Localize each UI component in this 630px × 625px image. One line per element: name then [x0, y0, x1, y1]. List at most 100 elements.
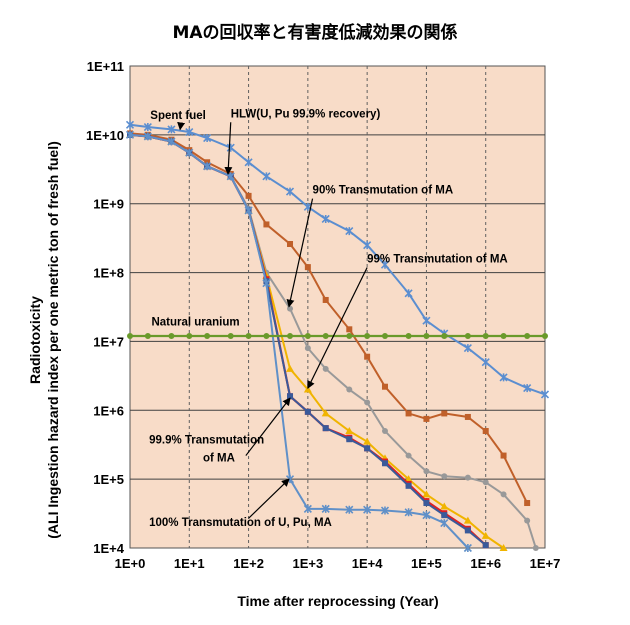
- annotation-full-100: 100% Transmutation of U, Pu, MA: [149, 517, 332, 529]
- annotation-ma-90: 90% Transmutation of MA: [313, 185, 454, 197]
- data-point: [345, 427, 354, 435]
- x-tick-label: 1E+7: [530, 556, 561, 571]
- y-tick-label: 1E+9: [93, 197, 124, 212]
- annotation-arrow-full-100: [248, 478, 290, 519]
- data-point: [203, 162, 212, 171]
- data-point: [500, 491, 507, 498]
- data-point: [321, 214, 330, 224]
- data-point: [286, 364, 295, 372]
- data-point: [185, 127, 194, 137]
- y-tick-label: 1E+11: [87, 59, 124, 74]
- data-point: [542, 332, 548, 339]
- y-axis-label-line1: Radiotoxicity: [27, 296, 43, 384]
- y-tick-label: 1E+8: [93, 266, 124, 281]
- data-point: [346, 386, 353, 393]
- series-layer: [125, 120, 550, 553]
- annotation-ma-999-l2: of MA: [203, 453, 235, 465]
- data-point: [423, 500, 430, 507]
- data-point: [364, 353, 371, 360]
- data-point: [499, 544, 508, 551]
- data-point: [481, 531, 490, 539]
- x-tick-label: 1E+4: [352, 556, 383, 571]
- data-point: [482, 332, 489, 339]
- data-point: [423, 468, 430, 475]
- annotations-layer: Spent fuel HLW(U, Pu 99.9% recovery) 90% T…: [149, 108, 508, 529]
- data-point: [346, 436, 353, 443]
- data-point: [127, 332, 133, 339]
- data-point: [481, 358, 490, 367]
- data-point: [244, 206, 253, 215]
- data-point: [524, 332, 531, 339]
- data-point: [144, 332, 151, 339]
- data-point: [303, 504, 312, 513]
- data-point: [380, 506, 390, 515]
- data-point: [322, 365, 329, 372]
- data-point: [245, 332, 252, 339]
- annotation-arrow-hlw: [224, 122, 233, 176]
- data-point: [463, 516, 472, 524]
- x-tick-label: 1E+6: [470, 556, 501, 571]
- data-point: [304, 264, 311, 271]
- data-point: [404, 289, 413, 298]
- data-point: [226, 143, 235, 152]
- data-point: [322, 296, 329, 303]
- annotation-ma-999-l1: 99.9% Transmutation: [149, 434, 264, 446]
- data-point: [185, 148, 194, 157]
- y-tick-label: 1E+4: [93, 541, 124, 556]
- y-tick-label: 1E+6: [93, 403, 124, 418]
- data-point: [167, 125, 176, 134]
- annotation-arrow-ma-999-l2: [245, 397, 291, 456]
- data-point: [303, 385, 312, 393]
- data-point: [441, 473, 448, 480]
- plot-area: [129, 65, 546, 549]
- data-point: [227, 332, 234, 339]
- x-tick-label: 1E+3: [292, 556, 323, 571]
- data-point: [500, 332, 507, 339]
- data-point: [422, 511, 431, 520]
- data-point: [287, 393, 294, 400]
- x-tick-label: 1E+0: [115, 556, 146, 571]
- data-point: [244, 158, 253, 167]
- data-point: [464, 474, 471, 481]
- y-axis-label-line2: (ALI Ingestion hazard index per one metr…: [45, 141, 61, 538]
- data-point: [405, 482, 412, 489]
- annotation-hlw: HLW(U, Pu 99.9% recovery): [231, 108, 381, 120]
- data-point: [524, 500, 531, 507]
- annotation-natural-uranium: Natural uranium: [151, 317, 239, 329]
- data-point: [499, 373, 508, 382]
- chart-title: MAの回収率と有害度低減効果の関係: [172, 22, 457, 43]
- data-point: [203, 133, 212, 143]
- data-point: [423, 332, 430, 339]
- y-tick-label: 1E+10: [86, 128, 124, 143]
- series-full-100: [125, 130, 472, 553]
- data-point: [346, 326, 353, 333]
- data-point: [321, 504, 330, 513]
- data-point: [523, 384, 532, 393]
- data-point: [441, 332, 448, 339]
- data-point: [464, 527, 471, 534]
- data-point: [363, 241, 372, 250]
- data-point: [125, 120, 135, 129]
- annotation-arrow-ma-90: [286, 198, 314, 308]
- x-tick-label: 1E+1: [174, 556, 205, 571]
- data-point: [263, 332, 270, 339]
- annotation-ma-99: 99% Transmutation of MA: [367, 254, 508, 266]
- data-point: [287, 305, 294, 312]
- data-point: [364, 399, 371, 406]
- data-point: [482, 479, 489, 486]
- data-point: [405, 332, 412, 339]
- data-point: [143, 132, 152, 141]
- data-point: [363, 505, 372, 514]
- data-point: [287, 332, 294, 339]
- data-point: [167, 137, 176, 146]
- data-point: [263, 221, 270, 228]
- data-point: [482, 428, 489, 435]
- annotation-spent-fuel: Spent fuel: [150, 110, 206, 122]
- y-tick-label: 1E+5: [93, 472, 124, 487]
- data-point: [441, 512, 448, 519]
- data-point: [482, 542, 489, 549]
- data-point: [381, 428, 388, 435]
